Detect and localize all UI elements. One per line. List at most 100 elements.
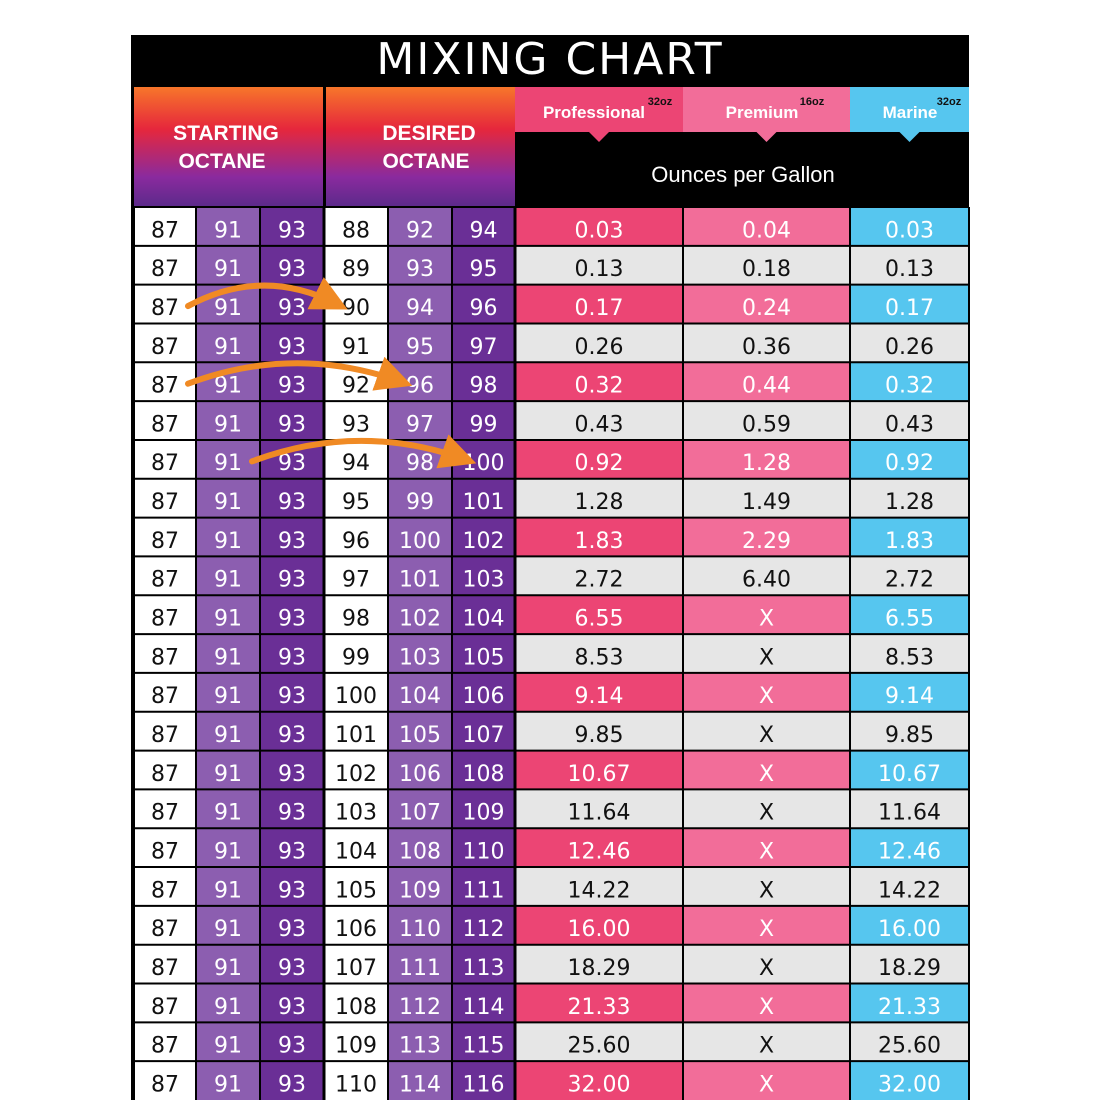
premium-cell [683, 595, 850, 635]
product-name-professional: Professional [543, 103, 645, 122]
professional-cell [515, 789, 683, 829]
starting-octane-cell [196, 1022, 260, 1062]
marine-cell [850, 750, 969, 790]
desired-octane-cell [452, 207, 515, 246]
premium-value: 0.36 [742, 335, 791, 360]
desired-octane-cell [388, 1061, 452, 1100]
starting-octane-value: 87 [151, 1034, 179, 1059]
starting-octane-value: 91 [214, 723, 242, 748]
desired-octane-value: 98 [470, 374, 498, 399]
starting-octane-cell [260, 634, 324, 673]
desired-octane-value: 106 [463, 684, 505, 709]
desired-octane-cell [388, 828, 452, 868]
starting-octane-cell [134, 284, 196, 324]
professional-cell [515, 634, 683, 673]
professional-value: 1.83 [575, 529, 624, 554]
desired-octane-cell [324, 789, 388, 829]
desired-octane-value: 100 [335, 684, 377, 709]
desired-octane-value: 102 [335, 762, 377, 787]
desired-octane-cell [388, 284, 452, 324]
desired-octane-value: 107 [463, 723, 505, 748]
starting-octane-cell [134, 207, 196, 246]
premium-value: 0.24 [742, 296, 791, 321]
desired-octane-cell [324, 828, 388, 868]
starting-octane-cell [196, 944, 260, 984]
desired-octane-cell [324, 944, 388, 984]
professional-value: 1.28 [575, 490, 624, 515]
desired-octane-cell [452, 828, 515, 868]
starting-octane-cell [260, 556, 324, 596]
desired-octane-cell [452, 284, 515, 324]
desired-octane-value: 95 [342, 490, 370, 515]
desired-octane-cell [324, 556, 388, 596]
premium-cell [683, 401, 850, 440]
starting-octane-value: 93 [278, 412, 306, 437]
premium-cell [683, 478, 850, 518]
professional-value: 0.92 [575, 451, 624, 476]
desired-octane-value: 97 [470, 335, 498, 360]
starting-octane-value: 91 [214, 956, 242, 981]
premium-cell [683, 556, 850, 596]
starting-octane-value: 91 [214, 878, 242, 903]
premium-cell [683, 1022, 850, 1062]
desired-octane-cell [324, 323, 388, 363]
premium-value: X [759, 607, 774, 632]
desired-octane-cell [452, 323, 515, 363]
professional-cell [515, 905, 683, 945]
premium-value: X [759, 1034, 774, 1059]
desired-octane-value: 99 [342, 645, 370, 670]
starting-octane-value: 93 [278, 684, 306, 709]
starting-octane-cell [134, 1022, 196, 1062]
starting-octane-cell [196, 245, 260, 285]
starting-octane-cell [196, 595, 260, 635]
marine-cell [850, 1061, 969, 1100]
premium-cell [683, 944, 850, 984]
professional-cell [515, 983, 683, 1023]
marine-value: 8.53 [885, 645, 934, 670]
professional-value: 25.60 [568, 1034, 631, 1059]
desired-octane-cell [388, 672, 452, 712]
marine-value: 0.13 [885, 257, 934, 282]
starting-octane-value: 93 [278, 568, 306, 593]
professional-value: 12.46 [568, 840, 631, 865]
desired-octane-value: 115 [463, 1034, 505, 1059]
starting-octane-value: 93 [278, 995, 306, 1020]
product-size-professional: 32oz [648, 96, 673, 108]
desired-octane-value: 102 [463, 529, 505, 554]
starting-octane-value: 91 [214, 451, 242, 476]
starting-octane-cell [134, 439, 196, 479]
professional-value: 8.53 [575, 645, 624, 670]
premium-value: 1.28 [742, 451, 791, 476]
header-divider [323, 87, 326, 207]
desired-octane-value: 104 [399, 684, 441, 709]
premium-value: X [759, 801, 774, 826]
starting-octane-cell [134, 672, 196, 712]
desired-octane-cell [388, 634, 452, 673]
starting-octane-value: 91 [214, 218, 242, 243]
marine-cell [850, 439, 969, 479]
professional-cell [515, 517, 683, 557]
starting-octane-value: 91 [214, 1034, 242, 1059]
desired-octane-value: 112 [463, 917, 505, 942]
starting-octane-value: 93 [278, 490, 306, 515]
desired-octane-value: 103 [335, 801, 377, 826]
desired-octane-header [326, 87, 515, 207]
professional-cell [515, 867, 683, 906]
starting-octane-value: 87 [151, 956, 179, 981]
premium-cell [683, 323, 850, 363]
premium-value: 0.18 [742, 257, 791, 282]
desired-octane-cell [324, 634, 388, 673]
desired-octane-value: 101 [463, 490, 505, 515]
starting-octane-value: 87 [151, 995, 179, 1020]
starting-octane-cell [196, 905, 260, 945]
starting-octane-cell [260, 828, 324, 868]
product-name-premium: Premium [726, 103, 799, 122]
desired-octane-cell [324, 207, 388, 246]
premium-value: X [759, 840, 774, 865]
starting-octane-cell [134, 362, 196, 402]
starting-octane-value: 87 [151, 801, 179, 826]
desired-octane-value: 104 [335, 840, 377, 865]
starting-octane-cell [134, 1061, 196, 1100]
desired-octane-value: 113 [463, 956, 505, 981]
